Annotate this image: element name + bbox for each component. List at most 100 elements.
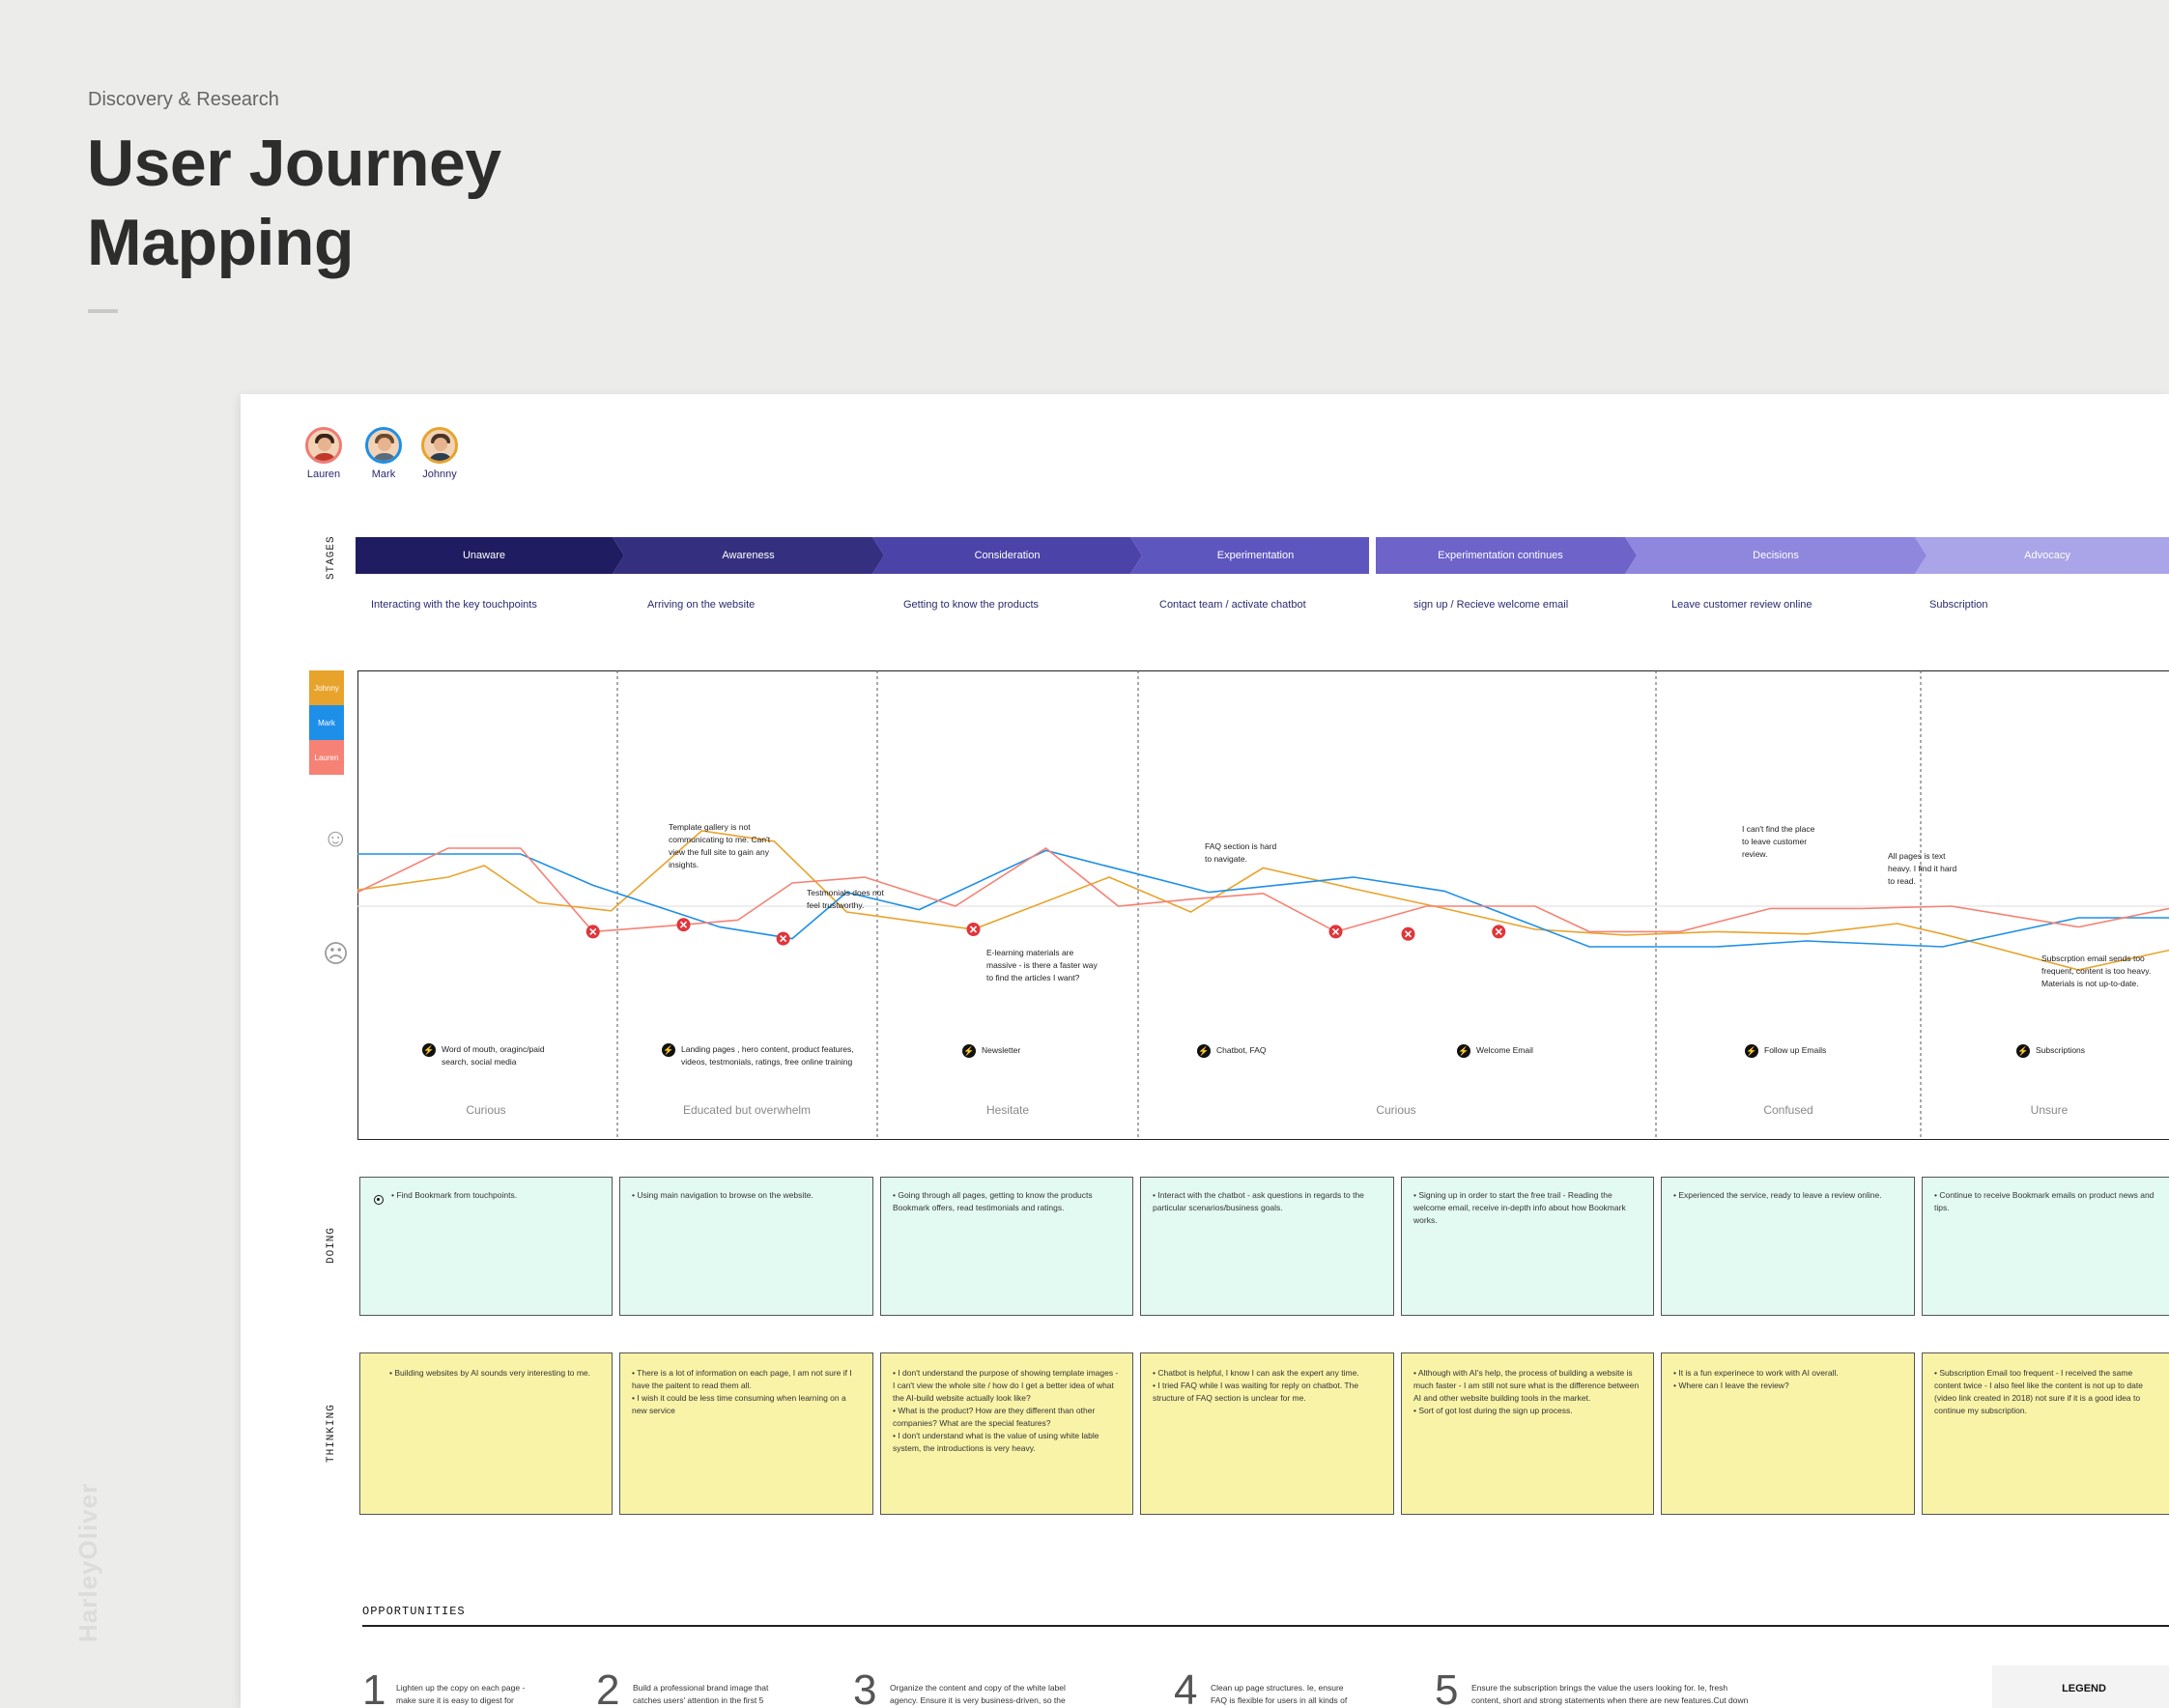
page-title: User Journey Mapping — [87, 124, 501, 282]
touchpoint-welcome-email: ⚡ Welcome Email — [1457, 1044, 1573, 1058]
doing-card: • Using main navigation to browse on the… — [619, 1177, 873, 1316]
annotation-testimonials: Testmonials does not feel trustworthy. — [807, 888, 884, 910]
touchpoint-chatbot: ⚡ Chatbot, FAQ — [1197, 1044, 1313, 1058]
stage-arrow-advocacy — [1915, 537, 2169, 574]
opportunity-number: 1 — [362, 1666, 386, 1708]
opportunity-text: Clean up page structures. Ie, ensure FAQ… — [1211, 1683, 1348, 1705]
emotion-label: Confused — [1763, 1103, 1813, 1117]
avatar — [365, 427, 402, 464]
avatar — [305, 427, 342, 464]
stage-experimentation-continues: Experimentation continues — [1438, 550, 1563, 561]
persona-name: Lauren — [306, 469, 341, 480]
emotion-label: Hesitate — [985, 1103, 1030, 1117]
thinking-label: THINKING — [326, 1404, 337, 1463]
annotation-faq: FAQ section is hard to navigate. — [1205, 841, 1277, 864]
stage-arrow-unaware — [356, 537, 624, 574]
legend-mark: Mark — [309, 705, 344, 740]
pain-point-icon — [776, 931, 790, 946]
stage-desc-awareness: Arriving on the website — [647, 599, 756, 611]
annotation-elearning: E-learning materials are massive - is th… — [986, 948, 1098, 982]
stage-desc-consideration: Getting to know the products — [903, 599, 1040, 611]
stage-arrow-experimentation — [1130, 537, 1369, 574]
doing-text: • Continue to receive Bookmark emails on… — [1934, 1190, 2155, 1212]
annotation-review-place: I can't find the place to leave customer… — [1742, 824, 1815, 859]
thinking-card: • I don't understand the purpose of show… — [880, 1352, 1133, 1515]
touchpoint-newsletter: ⚡ Newsletter — [962, 1044, 1078, 1058]
annotation-subscription: Subscrption email sends too frequent, co… — [2041, 954, 2152, 988]
stage-desc-experimentation-continues: sign up / Recieve welcome email — [1413, 599, 1569, 611]
touchpoint-word-of-mouth: ⚡ Word of mouth, oraginc/paid search, soc… — [422, 1043, 557, 1068]
stage-arrow-awareness — [613, 537, 884, 574]
emotion-chart — [357, 670, 2169, 1140]
stage-desc-advocacy: Subscription — [1929, 599, 1988, 611]
emotion-label: Curious — [466, 1103, 506, 1117]
touchpoint-subscriptions: ⚡ Subscriptions — [2016, 1044, 2132, 1058]
touchpoint-follow-up-emails: ⚡ Follow up Emails — [1745, 1044, 1861, 1058]
thinking-card: • Building websites by AI sounds very in… — [359, 1352, 613, 1515]
opportunities-divider — [362, 1625, 2169, 1627]
doing-card: • Experienced the service, ready to leav… — [1661, 1177, 1915, 1316]
opportunity-text: Lighten up the copy on each page - make … — [396, 1683, 526, 1705]
stage-arrow-experimentation-continues — [1376, 537, 1637, 574]
opportunity-number: 5 — [1435, 1666, 1459, 1708]
annotation-template-gallery: Template gallery is not communicating to… — [669, 822, 771, 869]
doing-card: • Interact with the chatbot - ask questi… — [1140, 1177, 1394, 1316]
touchpoint-label: Newsletter — [982, 1045, 1021, 1055]
thinking-text: • Building websites by AI sounds very in… — [389, 1368, 591, 1378]
doing-text: • Find Bookmark from touchpoints. — [391, 1190, 518, 1200]
thinking-card: • Subscription Email too frequent - I re… — [1922, 1352, 2169, 1515]
stage-arrow-consideration — [872, 537, 1142, 574]
pain-point-icon — [676, 918, 691, 932]
pain-point-icon — [1328, 925, 1343, 939]
stage-arrow-decisions — [1625, 537, 1926, 574]
stage-desc-unaware: Interacting with the key touchpoints — [371, 599, 537, 611]
persona-mark: Mark — [355, 427, 413, 480]
persona-lauren: Lauren — [295, 427, 353, 480]
touchpoint-landing-pages: ⚡ Landing pages , hero content, product f… — [662, 1043, 865, 1068]
doing-text: • Experienced the service, ready to leav… — [1673, 1190, 1882, 1200]
persona-name: Johnny — [422, 469, 457, 480]
touchpoint-label: Landing pages , hero content, product fe… — [681, 1044, 854, 1067]
thinking-card: • There is a lot of information on each … — [619, 1352, 873, 1515]
bolt-icon: ⚡ — [1457, 1044, 1470, 1058]
doing-text: • Interact with the chatbot - ask questi… — [1153, 1190, 1364, 1212]
thinking-text: • Although with AI's help, the process o… — [1413, 1368, 1640, 1415]
title-divider — [88, 309, 118, 313]
doing-text: • Using main navigation to browse on the… — [632, 1190, 813, 1200]
legend-panel: LEGEND — [1992, 1665, 2169, 1708]
page-title-line1: User Journey — [87, 127, 501, 200]
doing-card: • Continue to receive Bookmark emails on… — [1922, 1177, 2169, 1316]
touchpoint-label: Welcome Email — [1476, 1045, 1533, 1055]
touchpoint-label: Subscriptions — [2036, 1045, 2086, 1055]
opportunity-text: Ensure the subscription brings the value… — [1471, 1683, 1749, 1705]
doing-label: DOING — [326, 1226, 337, 1264]
opportunity-number: 2 — [596, 1666, 620, 1708]
opportunity-text: Build a professional brand image that ca… — [633, 1683, 769, 1705]
doing-card: • Find Bookmark from touchpoints. — [359, 1177, 613, 1316]
stage-decisions: Decisions — [1753, 550, 1799, 561]
thinking-text: • Subscription Email too frequent - I re… — [1934, 1368, 2143, 1415]
bolt-icon: ⚡ — [662, 1043, 675, 1057]
doing-text: • Signing up in order to start the free … — [1413, 1190, 1626, 1225]
bolt-icon: ⚡ — [2016, 1044, 2030, 1058]
bolt-icon: ⚡ — [422, 1043, 436, 1057]
stage-desc-decisions: Leave customer review online — [1671, 599, 1812, 611]
eyebrow: Discovery & Research — [88, 89, 279, 110]
thinking-card: • Chatbot is helpful, I know I can ask t… — [1140, 1352, 1394, 1515]
annotation-text-heavy: All pages is text heavy. I find it hard … — [1888, 851, 1957, 886]
touchpoint-label: Follow up Emails — [1764, 1045, 1827, 1055]
opportunity-number: 4 — [1174, 1666, 1198, 1708]
journey-board: Lauren Mark Johnny STAGES DOING THINKING… — [241, 394, 2169, 1708]
legend-lauren: Lauren — [309, 740, 344, 775]
emotion-label: Curious — [1376, 1103, 1416, 1117]
thinking-card: • Although with AI's help, the process o… — [1401, 1352, 1654, 1515]
emotion-chart-frame — [357, 670, 2169, 1140]
persona-johnny: Johnny — [411, 427, 469, 480]
emotion-label: Educated but overwhelm — [682, 1103, 812, 1117]
legend-johnny: Johnny — [309, 670, 344, 705]
stage-experimentation: Experimentation — [1216, 550, 1295, 561]
bolt-icon: ⚡ — [1197, 1044, 1211, 1058]
pain-point-icon — [1401, 926, 1415, 941]
stage-unaware: Unaware — [462, 550, 506, 561]
bolt-icon: ⚡ — [962, 1044, 976, 1058]
